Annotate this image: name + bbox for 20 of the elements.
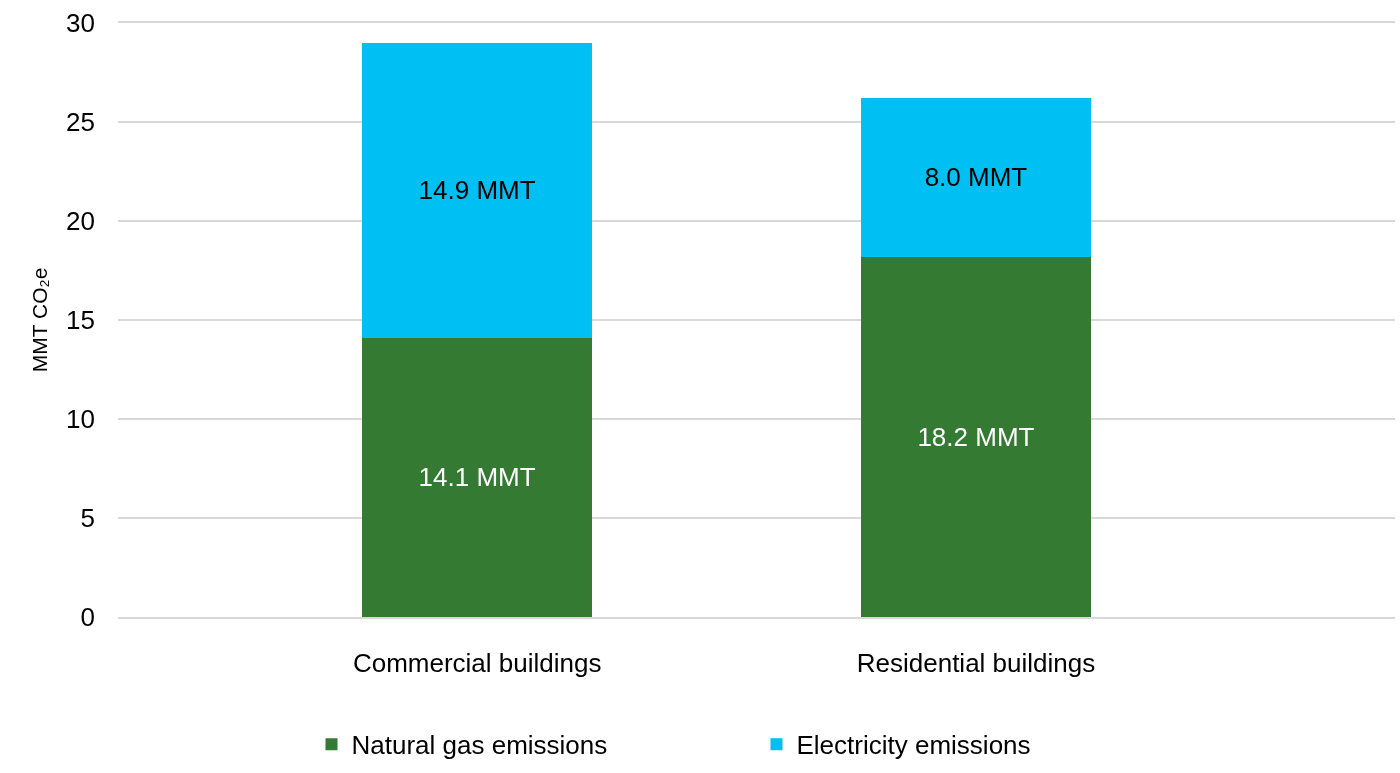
y-tick-label: 30	[66, 8, 95, 39]
bar	[362, 42, 592, 338]
legend-label: Natural gas emissions	[351, 730, 608, 761]
y-tick-label: 0	[80, 602, 95, 633]
data-label: 8.0 MMT	[924, 162, 1028, 193]
bar	[362, 337, 592, 617]
y-tick-label: 5	[80, 503, 95, 534]
bar	[861, 256, 1091, 617]
bar	[861, 98, 1091, 257]
x-tick-label: Residential buildings	[856, 647, 1096, 678]
legend-label: Electricity emissions	[796, 730, 1031, 761]
y-tick-label: 25	[66, 107, 95, 138]
data-label: 14.9 MMT	[418, 175, 536, 206]
y-tick-label: 15	[66, 305, 95, 336]
data-label: 18.2 MMT	[917, 421, 1035, 452]
x-tick-label: Commercial buildings	[352, 647, 602, 678]
y-axis-title: MMT CO₂e	[28, 267, 52, 373]
data-label: 14.1 MMT	[418, 462, 536, 493]
y-tick-label: 10	[66, 404, 95, 435]
y-tick-label: 20	[66, 206, 95, 237]
